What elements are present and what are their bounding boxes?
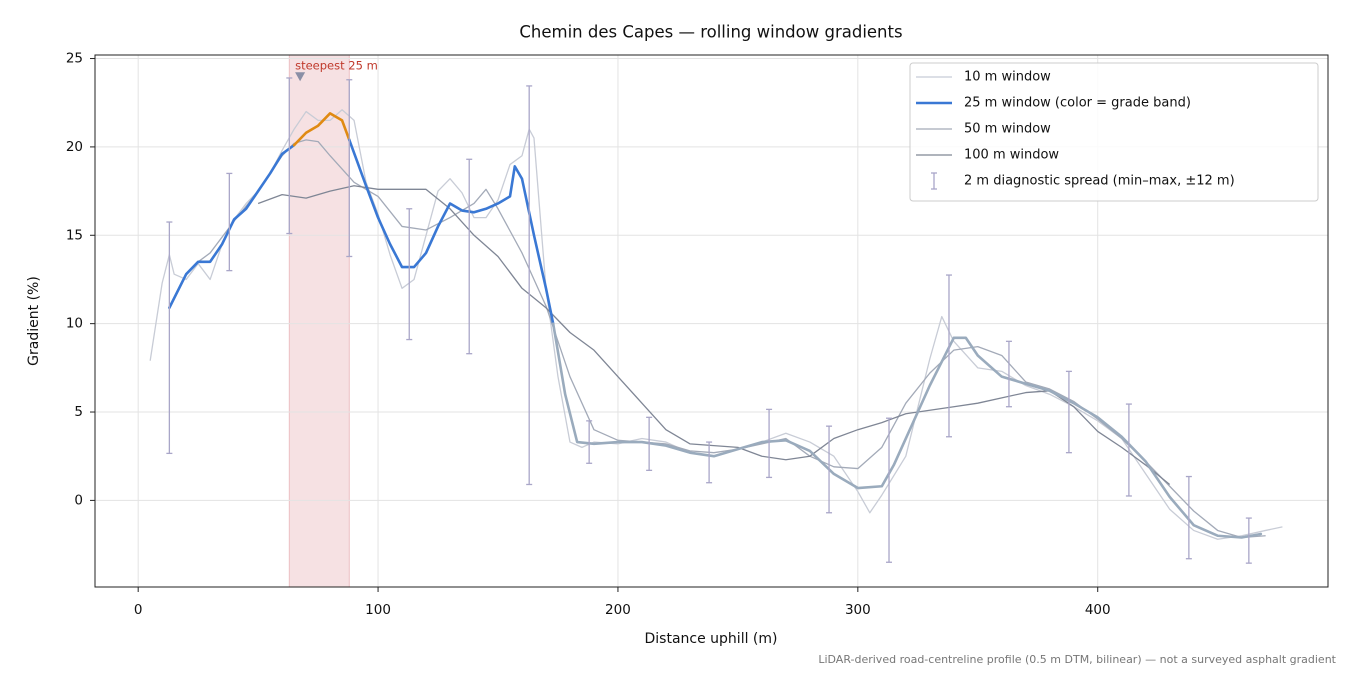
error-bar [286,77,293,235]
legend: 10 m window 25 m window (color = grade ba… [909,62,1319,202]
annotation-marker [295,72,306,82]
legend-label: 10 m window [964,70,1051,85]
x-tick-label: 200 [605,602,631,618]
error-bar [1005,340,1012,408]
legend-label: 100 m window [964,148,1059,163]
y-tick-label: 10 [66,316,83,332]
plot-frame [94,54,1329,588]
legend-label: 25 m window (color = grade band) [964,96,1191,111]
error-bar [526,85,533,486]
annotation-text: steepest 25 m [295,59,378,73]
error-bar [1185,475,1192,560]
error-bar [646,416,653,471]
line [197,139,1266,539]
line-segment [168,143,296,310]
line [257,185,1171,485]
error-bar [586,420,593,464]
highlight-span [288,54,350,588]
y-tick-label: 25 [66,51,83,67]
line-segment [347,138,555,325]
error-bar [406,208,413,341]
legend-label: 2 m diagnostic spread (min–max, ±12 m) [964,174,1235,189]
x-axis-label: Distance uphill (m) [645,631,778,647]
error-bar [226,172,233,272]
legend-box [909,62,1319,202]
x-tick-label: 100 [365,602,391,618]
y-tick-label: 0 [74,492,83,508]
footnote: LiDAR-derived road-centreline profile (0… [818,653,1336,666]
error-bar [166,221,173,455]
error-bar [826,425,833,514]
y-tick-label: 20 [66,139,83,155]
y-tick-label: 5 [74,404,83,420]
error-bar [886,417,893,563]
legend-label: 50 m window [964,122,1051,137]
x-tick-label: 0 [134,602,143,618]
error-bar [945,274,952,438]
x-tick-label: 300 [845,602,871,618]
error-bar [1245,517,1252,564]
error-bar [706,441,713,484]
chart-title: Chemin des Capes — rolling window gradie… [519,23,902,42]
error-bar [766,408,773,479]
x-tick-label: 400 [1085,602,1111,618]
y-tick-label: 15 [66,227,83,243]
error-bar [466,158,473,355]
error-bar [1125,403,1132,497]
error-bar [346,79,353,258]
line-segment [551,322,1263,539]
error-bar [1065,370,1072,454]
line-segment [292,112,351,147]
y-axis-label: Gradient (%) [26,276,42,366]
